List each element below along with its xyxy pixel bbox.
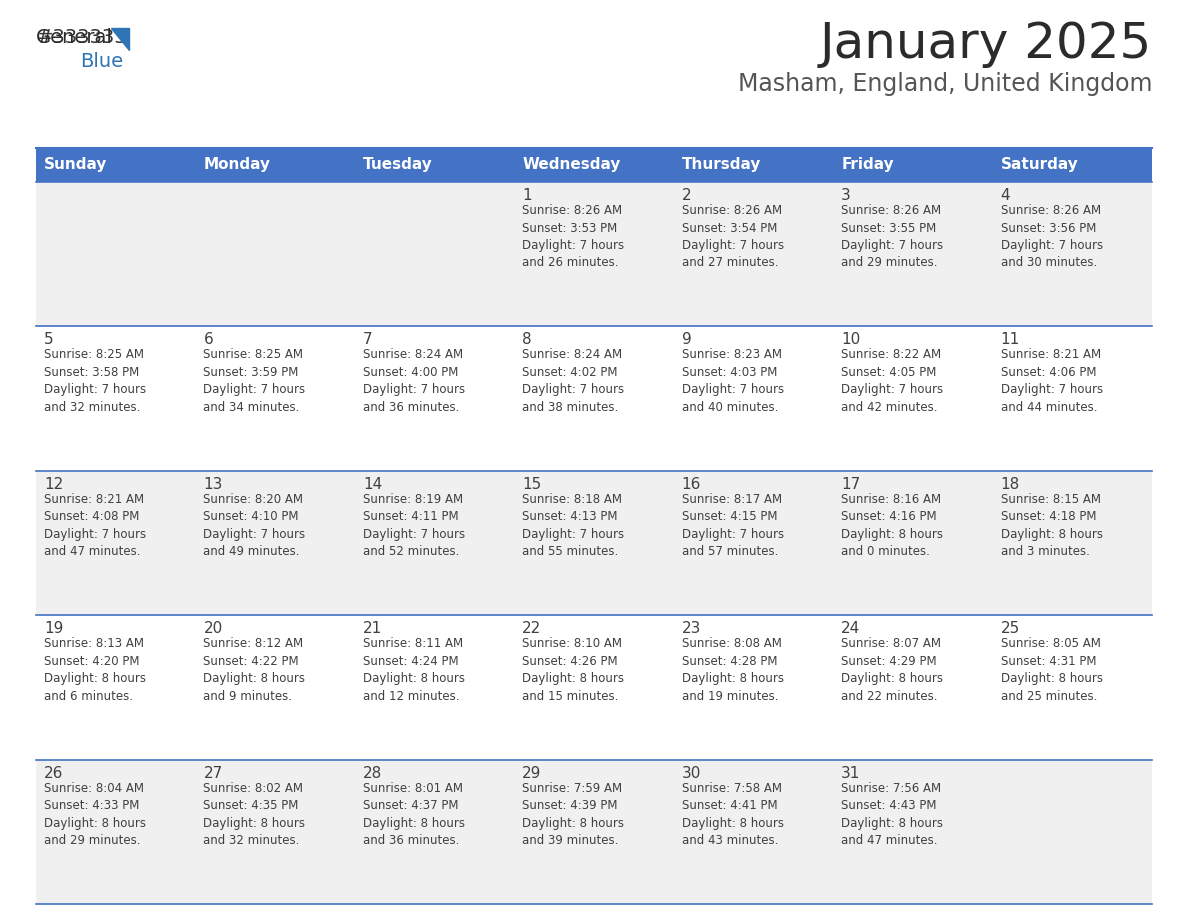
Text: 8: 8 — [523, 332, 532, 347]
Text: 3: 3 — [841, 188, 851, 203]
Text: 31: 31 — [841, 766, 860, 780]
Text: Monday: Monday — [203, 158, 271, 173]
Text: 7: 7 — [362, 332, 373, 347]
Text: Sunrise: 8:20 AM
Sunset: 4:10 PM
Daylight: 7 hours
and 49 minutes.: Sunrise: 8:20 AM Sunset: 4:10 PM Dayligh… — [203, 493, 305, 558]
Bar — [36, 615, 1152, 759]
Text: Sunrise: 8:11 AM
Sunset: 4:24 PM
Daylight: 8 hours
and 12 minutes.: Sunrise: 8:11 AM Sunset: 4:24 PM Dayligh… — [362, 637, 465, 702]
Text: Sunrise: 8:21 AM
Sunset: 4:08 PM
Daylight: 7 hours
and 47 minutes.: Sunrise: 8:21 AM Sunset: 4:08 PM Dayligh… — [44, 493, 146, 558]
Bar — [196, 148, 355, 182]
Text: January 2025: January 2025 — [820, 20, 1152, 68]
Text: 30: 30 — [682, 766, 701, 780]
Text: 21: 21 — [362, 621, 383, 636]
Text: 27: 27 — [203, 766, 222, 780]
Bar — [833, 148, 992, 182]
Text: 23: 23 — [682, 621, 701, 636]
Text: Sunrise: 7:56 AM
Sunset: 4:43 PM
Daylight: 8 hours
and 47 minutes.: Sunrise: 7:56 AM Sunset: 4:43 PM Dayligh… — [841, 781, 943, 847]
Text: Sunrise: 8:12 AM
Sunset: 4:22 PM
Daylight: 8 hours
and 9 minutes.: Sunrise: 8:12 AM Sunset: 4:22 PM Dayligh… — [203, 637, 305, 702]
Text: Sunday: Sunday — [44, 158, 107, 173]
Text: 26: 26 — [44, 766, 63, 780]
Text: Sunrise: 8:26 AM
Sunset: 3:56 PM
Daylight: 7 hours
and 30 minutes.: Sunrise: 8:26 AM Sunset: 3:56 PM Dayligh… — [1000, 204, 1102, 270]
Text: Sunrise: 8:05 AM
Sunset: 4:31 PM
Daylight: 8 hours
and 25 minutes.: Sunrise: 8:05 AM Sunset: 4:31 PM Dayligh… — [1000, 637, 1102, 702]
Text: 2: 2 — [682, 188, 691, 203]
Text: Sunrise: 8:23 AM
Sunset: 4:03 PM
Daylight: 7 hours
and 40 minutes.: Sunrise: 8:23 AM Sunset: 4:03 PM Dayligh… — [682, 349, 784, 414]
Text: Sunrise: 8:19 AM
Sunset: 4:11 PM
Daylight: 7 hours
and 52 minutes.: Sunrise: 8:19 AM Sunset: 4:11 PM Dayligh… — [362, 493, 465, 558]
Bar — [514, 148, 674, 182]
Text: 10: 10 — [841, 332, 860, 347]
Text: Sunrise: 8:24 AM
Sunset: 4:00 PM
Daylight: 7 hours
and 36 minutes.: Sunrise: 8:24 AM Sunset: 4:00 PM Dayligh… — [362, 349, 465, 414]
Text: Sunrise: 8:01 AM
Sunset: 4:37 PM
Daylight: 8 hours
and 36 minutes.: Sunrise: 8:01 AM Sunset: 4:37 PM Dayligh… — [362, 781, 465, 847]
Text: Sunrise: 8:17 AM
Sunset: 4:15 PM
Daylight: 7 hours
and 57 minutes.: Sunrise: 8:17 AM Sunset: 4:15 PM Dayligh… — [682, 493, 784, 558]
Text: Sunrise: 8:25 AM
Sunset: 3:59 PM
Daylight: 7 hours
and 34 minutes.: Sunrise: 8:25 AM Sunset: 3:59 PM Dayligh… — [203, 349, 305, 414]
Text: Wednesday: Wednesday — [523, 158, 620, 173]
Text: 16: 16 — [682, 476, 701, 492]
Text: Sunrise: 8:15 AM
Sunset: 4:18 PM
Daylight: 8 hours
and 3 minutes.: Sunrise: 8:15 AM Sunset: 4:18 PM Dayligh… — [1000, 493, 1102, 558]
Text: 29: 29 — [523, 766, 542, 780]
Polygon shape — [110, 28, 129, 50]
Text: Sunrise: 8:10 AM
Sunset: 4:26 PM
Daylight: 8 hours
and 15 minutes.: Sunrise: 8:10 AM Sunset: 4:26 PM Dayligh… — [523, 637, 624, 702]
Text: 1: 1 — [523, 188, 532, 203]
Bar — [36, 182, 1152, 327]
Text: 22: 22 — [523, 621, 542, 636]
Bar — [992, 148, 1152, 182]
Text: Sunrise: 8:16 AM
Sunset: 4:16 PM
Daylight: 8 hours
and 0 minutes.: Sunrise: 8:16 AM Sunset: 4:16 PM Dayligh… — [841, 493, 943, 558]
Text: 11: 11 — [1000, 332, 1019, 347]
Text: Sunrise: 8:07 AM
Sunset: 4:29 PM
Daylight: 8 hours
and 22 minutes.: Sunrise: 8:07 AM Sunset: 4:29 PM Dayligh… — [841, 637, 943, 702]
Text: 17: 17 — [841, 476, 860, 492]
Text: 9: 9 — [682, 332, 691, 347]
Text: General: General — [36, 28, 113, 47]
Bar — [355, 148, 514, 182]
Text: Masham, England, United Kingdom: Masham, England, United Kingdom — [738, 72, 1152, 96]
Text: 14: 14 — [362, 476, 383, 492]
Text: #333333: #333333 — [36, 28, 127, 47]
Text: Sunrise: 8:21 AM
Sunset: 4:06 PM
Daylight: 7 hours
and 44 minutes.: Sunrise: 8:21 AM Sunset: 4:06 PM Dayligh… — [1000, 349, 1102, 414]
Text: Sunrise: 8:22 AM
Sunset: 4:05 PM
Daylight: 7 hours
and 42 minutes.: Sunrise: 8:22 AM Sunset: 4:05 PM Dayligh… — [841, 349, 943, 414]
Text: 19: 19 — [44, 621, 63, 636]
Text: Sunrise: 8:02 AM
Sunset: 4:35 PM
Daylight: 8 hours
and 32 minutes.: Sunrise: 8:02 AM Sunset: 4:35 PM Dayligh… — [203, 781, 305, 847]
Text: Friday: Friday — [841, 158, 893, 173]
Text: 18: 18 — [1000, 476, 1019, 492]
Text: 15: 15 — [523, 476, 542, 492]
Text: 20: 20 — [203, 621, 222, 636]
Text: Sunrise: 8:25 AM
Sunset: 3:58 PM
Daylight: 7 hours
and 32 minutes.: Sunrise: 8:25 AM Sunset: 3:58 PM Dayligh… — [44, 349, 146, 414]
Bar — [674, 148, 833, 182]
Text: Tuesday: Tuesday — [362, 158, 432, 173]
Bar — [36, 327, 1152, 471]
Text: Sunrise: 7:59 AM
Sunset: 4:39 PM
Daylight: 8 hours
and 39 minutes.: Sunrise: 7:59 AM Sunset: 4:39 PM Dayligh… — [523, 781, 624, 847]
Text: Sunrise: 7:58 AM
Sunset: 4:41 PM
Daylight: 8 hours
and 43 minutes.: Sunrise: 7:58 AM Sunset: 4:41 PM Dayligh… — [682, 781, 784, 847]
Text: 28: 28 — [362, 766, 383, 780]
Bar — [36, 759, 1152, 904]
Text: Sunrise: 8:18 AM
Sunset: 4:13 PM
Daylight: 7 hours
and 55 minutes.: Sunrise: 8:18 AM Sunset: 4:13 PM Dayligh… — [523, 493, 625, 558]
Text: 13: 13 — [203, 476, 223, 492]
Text: Sunrise: 8:04 AM
Sunset: 4:33 PM
Daylight: 8 hours
and 29 minutes.: Sunrise: 8:04 AM Sunset: 4:33 PM Dayligh… — [44, 781, 146, 847]
Text: Sunrise: 8:26 AM
Sunset: 3:54 PM
Daylight: 7 hours
and 27 minutes.: Sunrise: 8:26 AM Sunset: 3:54 PM Dayligh… — [682, 204, 784, 270]
Text: Sunrise: 8:24 AM
Sunset: 4:02 PM
Daylight: 7 hours
and 38 minutes.: Sunrise: 8:24 AM Sunset: 4:02 PM Dayligh… — [523, 349, 625, 414]
Text: 5: 5 — [44, 332, 53, 347]
Bar — [36, 148, 196, 182]
Text: Sunrise: 8:13 AM
Sunset: 4:20 PM
Daylight: 8 hours
and 6 minutes.: Sunrise: 8:13 AM Sunset: 4:20 PM Dayligh… — [44, 637, 146, 702]
Text: 24: 24 — [841, 621, 860, 636]
Text: Sunrise: 8:26 AM
Sunset: 3:55 PM
Daylight: 7 hours
and 29 minutes.: Sunrise: 8:26 AM Sunset: 3:55 PM Dayligh… — [841, 204, 943, 270]
Text: 25: 25 — [1000, 621, 1019, 636]
Text: Sunrise: 8:26 AM
Sunset: 3:53 PM
Daylight: 7 hours
and 26 minutes.: Sunrise: 8:26 AM Sunset: 3:53 PM Dayligh… — [523, 204, 625, 270]
Text: Sunrise: 8:08 AM
Sunset: 4:28 PM
Daylight: 8 hours
and 19 minutes.: Sunrise: 8:08 AM Sunset: 4:28 PM Dayligh… — [682, 637, 784, 702]
Text: Saturday: Saturday — [1000, 158, 1079, 173]
Text: 6: 6 — [203, 332, 213, 347]
Text: 4: 4 — [1000, 188, 1010, 203]
Text: 12: 12 — [44, 476, 63, 492]
Text: Thursday: Thursday — [682, 158, 762, 173]
Bar — [36, 471, 1152, 615]
Text: Blue: Blue — [80, 52, 124, 71]
